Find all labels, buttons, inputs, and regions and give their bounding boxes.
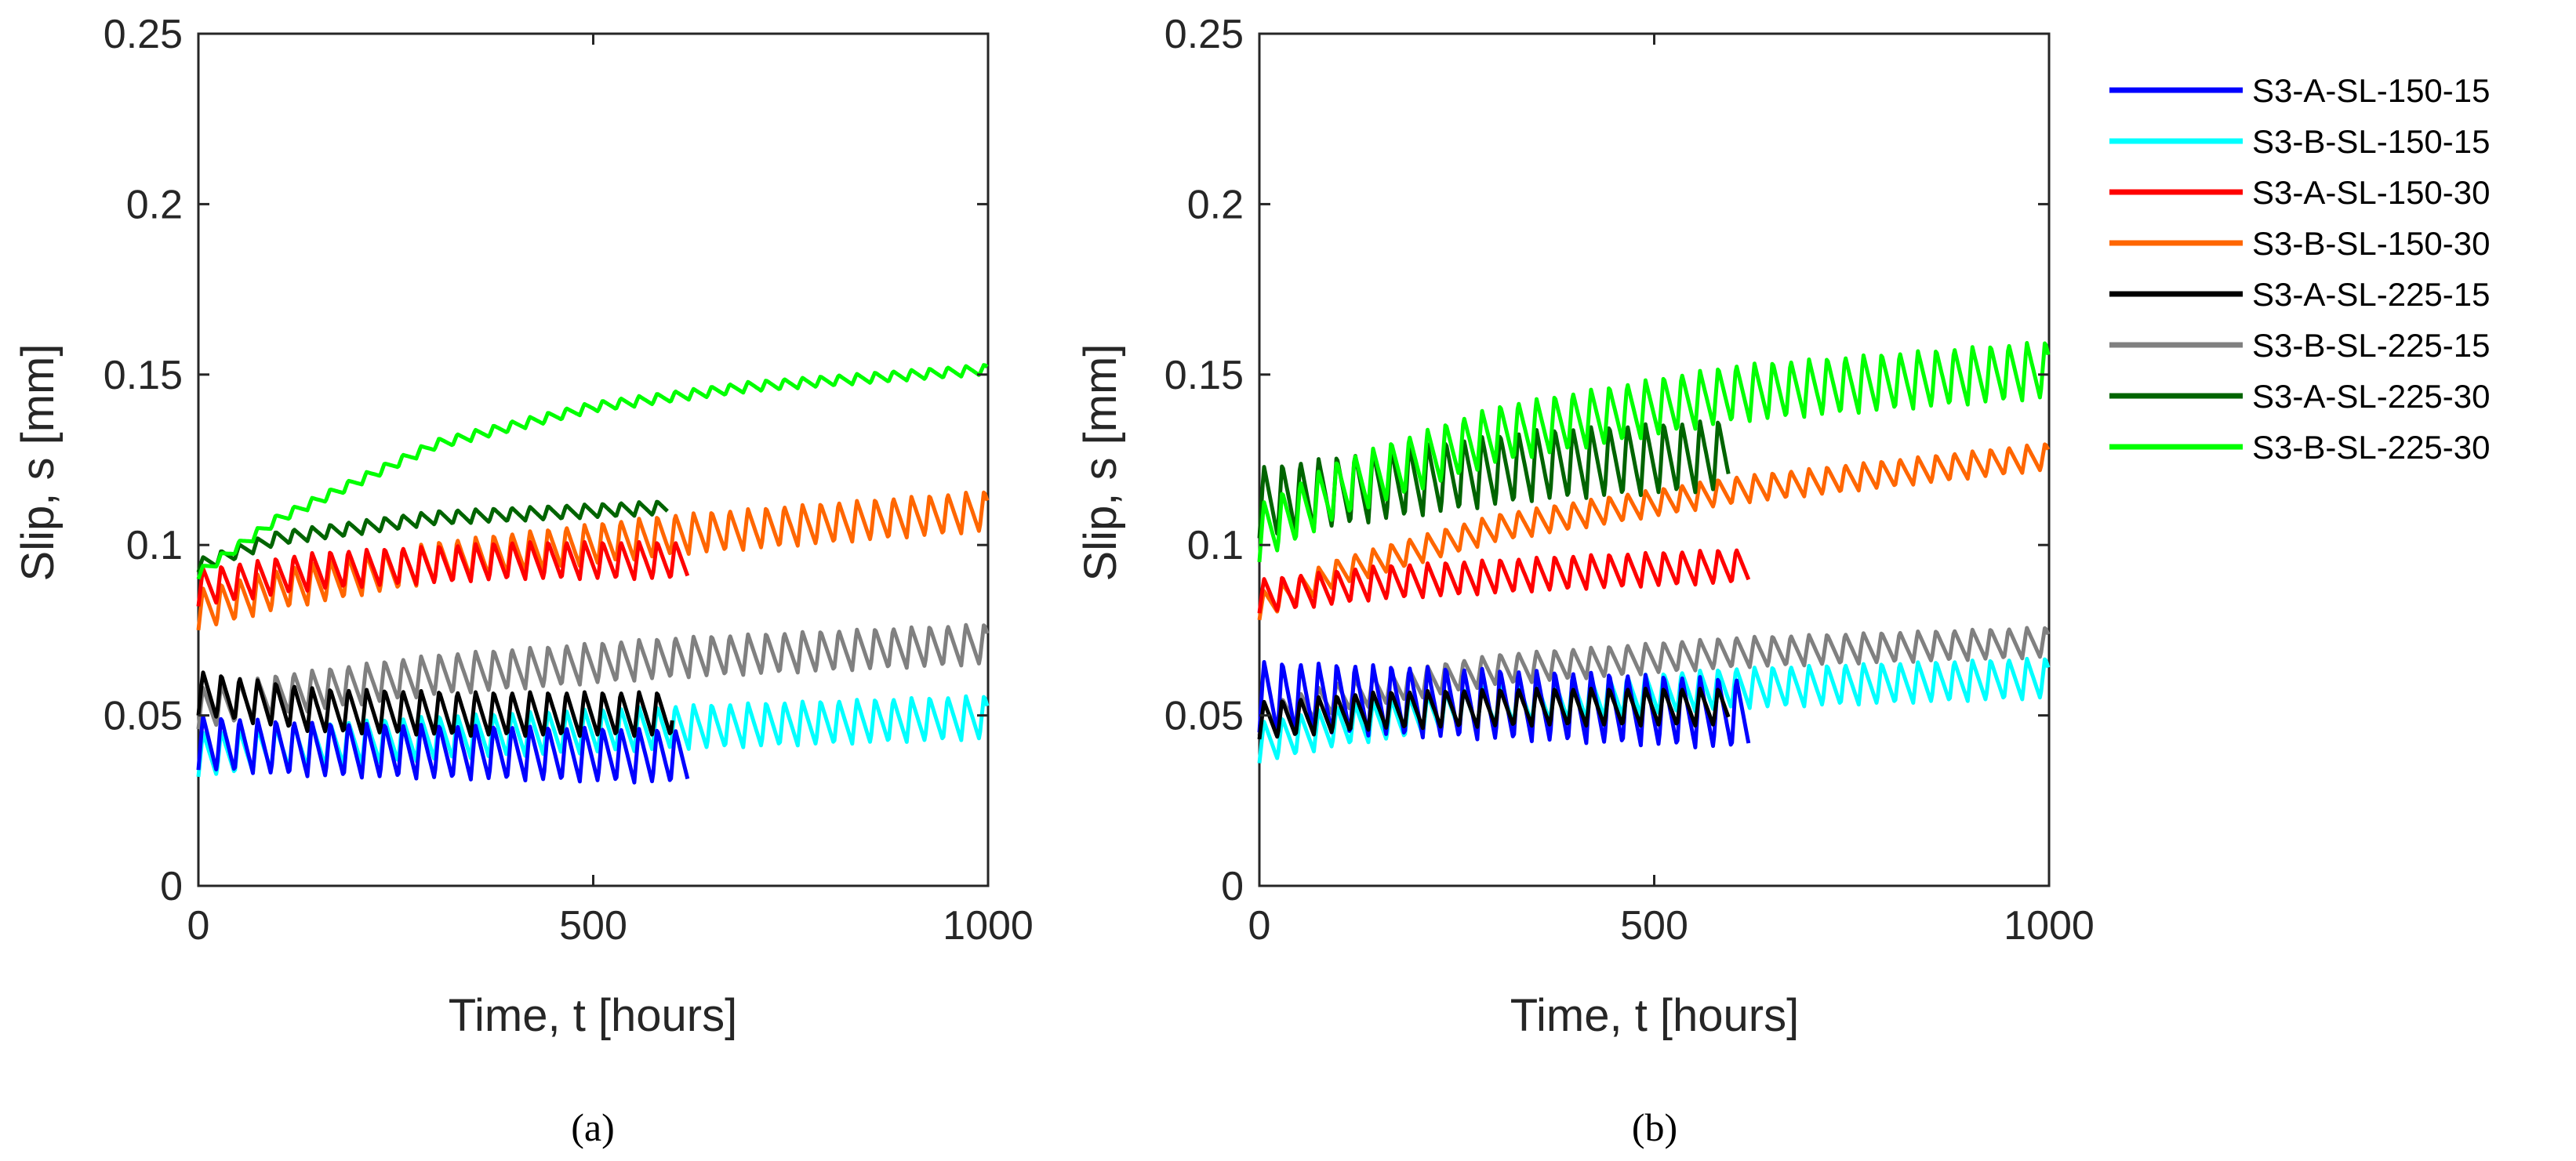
legend-label: S3-A-SL-225-15 — [2252, 276, 2491, 313]
x-tick-label-a: 0 — [187, 903, 210, 949]
x-tick-label-a: 1000 — [943, 903, 1034, 949]
caption-b: (b) — [1632, 1105, 1677, 1149]
x-axis-label-a: Time, t [hours] — [449, 990, 738, 1041]
y-tick-label-a: 0.25 — [104, 12, 183, 57]
ticks-group-a: 0 500 1000 0 0.05 0.1 0.15 0.2 0.25 — [104, 12, 1034, 949]
series-line-b-s3-a-sl-150-30 — [1257, 548, 1751, 614]
legend: S3-A-SL-150-15 S3-B-SL-150-15 S3-A-SL-150-… — [2109, 72, 2491, 466]
x-tick-label-a: 500 — [559, 903, 627, 949]
x-axis-label-b: Time, t [hours] — [1510, 990, 1800, 1041]
series-line-b-s3-b-sl-150-30 — [1257, 442, 2051, 621]
y-tick-label-a: 0.05 — [104, 694, 183, 739]
y-axis-label-a: Slip, s [mm] — [13, 344, 64, 582]
y-tick-label-b: 0.25 — [1164, 12, 1244, 57]
legend-label: S3-B-SL-225-15 — [2252, 327, 2491, 364]
series-group-b — [1257, 341, 2051, 764]
chart-panel-a: 0 500 1000 0 0.05 0.1 0.15 0.2 0.25 Time, t [hou… — [13, 12, 1034, 1149]
y-tick-label-b: 0.05 — [1164, 694, 1244, 739]
legend-label: S3-A-SL-150-30 — [2252, 174, 2491, 211]
series-line-a-s3-a-sl-225-15 — [196, 670, 674, 738]
x-tick-label-b: 1000 — [2004, 903, 2095, 949]
series-line-a-s3-a-sl-150-15 — [196, 714, 690, 785]
series-group-a — [196, 363, 990, 785]
y-tick-label-b: 0.2 — [1187, 182, 1244, 227]
legend-label: S3-B-SL-150-15 — [2252, 123, 2491, 160]
y-tick-label-a: 0 — [160, 864, 183, 909]
chart-panel-b: 0 500 1000 0 0.05 0.1 0.15 0.2 0.25 Time, t [hou… — [1075, 12, 2095, 1149]
series-line-b-s3-b-sl-225-30 — [1257, 341, 2051, 563]
y-tick-label-a: 0.2 — [126, 182, 183, 227]
legend-label: S3-A-SL-150-15 — [2252, 72, 2491, 109]
legend-label: S3-A-SL-225-30 — [2252, 378, 2491, 415]
y-axis-label-b: Slip, s [mm] — [1075, 344, 1126, 582]
y-tick-label-b: 0 — [1221, 864, 1244, 909]
series-line-a-s3-a-sl-225-30 — [196, 499, 669, 573]
series-line-a-s3-b-sl-225-30 — [196, 363, 989, 580]
series-line-b-s3-a-sl-225-15 — [1257, 687, 1731, 740]
series-line-b-s3-a-sl-225-30 — [1257, 419, 1731, 539]
series-line-a-s3-a-sl-150-30 — [196, 540, 690, 607]
legend-label: S3-B-SL-225-30 — [2252, 429, 2491, 466]
x-tick-label-b: 500 — [1620, 903, 1688, 949]
x-tick-label-b: 0 — [1248, 903, 1271, 949]
legend-label: S3-B-SL-150-30 — [2252, 225, 2491, 262]
y-tick-label-b: 0.1 — [1187, 523, 1244, 568]
series-line-a-s3-b-sl-225-15 — [196, 622, 990, 730]
y-tick-label-a: 0.1 — [126, 523, 183, 568]
ticks-group-b: 0 500 1000 0 0.05 0.1 0.15 0.2 0.25 — [1164, 12, 2095, 949]
y-tick-label-a: 0.15 — [104, 353, 183, 398]
y-tick-label-b: 0.15 — [1164, 353, 1244, 398]
caption-a: (a) — [571, 1105, 615, 1149]
